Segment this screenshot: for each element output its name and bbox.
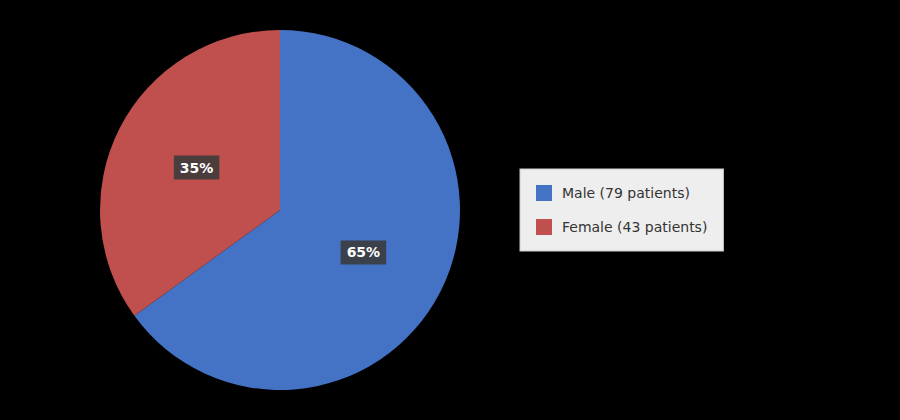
data-label-box	[341, 240, 387, 264]
legend-entry: Male (79 patients)	[562, 185, 690, 201]
legend-swatch	[536, 219, 552, 235]
legend-frame	[520, 169, 723, 251]
pie-slice	[100, 30, 280, 316]
data-label-box	[174, 156, 220, 180]
data-label: 35%	[180, 160, 214, 176]
legend-entry: Female (43 patients)	[562, 219, 707, 235]
pie	[100, 30, 460, 390]
data-label: 65%	[347, 244, 381, 260]
data-labels: 65% 35%	[174, 156, 386, 265]
legend: Male (79 patients) Female (43 patients)	[520, 169, 723, 251]
chart: 65% 35% Male (79 patients) Female (43 patie…	[0, 0, 900, 420]
legend-swatch	[536, 185, 552, 201]
